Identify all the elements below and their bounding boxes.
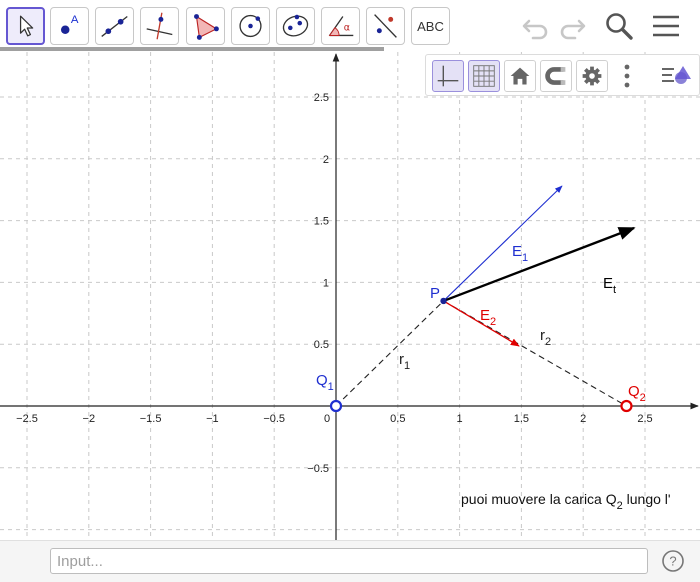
x-tick-label: 2 <box>580 413 586 425</box>
move-tool[interactable] <box>6 7 45 45</box>
segment-r1 <box>335 300 444 407</box>
more-icon[interactable] <box>620 60 634 92</box>
label-q1-main: Q <box>316 372 328 389</box>
note-tail: lungo l' <box>623 491 671 507</box>
label-q1: Q1 <box>316 372 334 393</box>
magnet-icon <box>545 67 566 85</box>
toggle-grid-button[interactable] <box>468 60 500 92</box>
y-tick-label: 2.5 <box>314 92 329 104</box>
style-bar <box>425 54 700 96</box>
help-icon[interactable]: ? <box>661 549 685 573</box>
toolbar: A <box>0 0 700 52</box>
label-e1-subscript: 1 <box>522 252 528 264</box>
home-icon <box>510 67 530 85</box>
gear-icon <box>582 66 602 86</box>
undo-icon[interactable] <box>520 10 552 42</box>
menu-icon[interactable] <box>650 10 682 42</box>
label-r2-main: r <box>540 327 545 344</box>
x-tick-label: 1.5 <box>514 413 529 425</box>
label-r1-main: r <box>399 351 404 368</box>
label-q2-main: Q <box>628 383 640 400</box>
label-r2-subscript: 2 <box>545 336 551 348</box>
circle-tool[interactable] <box>231 7 270 45</box>
cursor-icon <box>19 15 34 37</box>
label-r1: r1 <box>399 351 410 372</box>
label-e1-main: E <box>512 243 522 260</box>
label-et-main: E <box>603 275 613 292</box>
label-e2-subscript: 2 <box>490 316 496 328</box>
point-q1 <box>329 399 343 413</box>
vector-e2 <box>443 300 520 347</box>
label-p: P <box>430 285 440 302</box>
vector-e1 <box>443 185 563 302</box>
line-tool[interactable] <box>95 7 134 45</box>
y-tick-label: −0.5 <box>307 463 329 475</box>
x-tick-label: −0.5 <box>263 413 285 425</box>
note-subscript: 2 <box>617 500 623 512</box>
x-tick-label: 2.5 <box>637 413 652 425</box>
perpendicular-icon <box>146 12 173 40</box>
note-text: puoi muovere la carica Q2 lungo l' <box>461 491 671 512</box>
angle-tool-text: α <box>344 23 350 34</box>
axes-icon <box>437 65 459 87</box>
label-p-main: P <box>430 285 440 302</box>
vector-et <box>443 226 636 303</box>
ellipse-icon <box>282 14 309 37</box>
ellipse-tool[interactable] <box>276 7 315 45</box>
x-tick-label: −2 <box>83 413 96 425</box>
label-e1: E1 <box>512 243 528 264</box>
reflect-icon <box>374 14 397 38</box>
x-tick-label: −2.5 <box>16 413 38 425</box>
x-tick-label: 1 <box>457 413 463 425</box>
y-tick-label: 1.5 <box>314 216 329 228</box>
line-icon <box>101 16 128 37</box>
point-tool-text: A <box>71 14 79 26</box>
settings-button[interactable] <box>576 60 608 92</box>
label-r1-subscript: 1 <box>404 360 410 372</box>
input-bar: ? <box>0 540 700 582</box>
label-q2: Q2 <box>628 383 646 404</box>
y-tick-label: 2 <box>323 154 329 166</box>
polygon-tool[interactable] <box>186 7 225 45</box>
perpendicular-line-tool[interactable] <box>140 7 179 45</box>
text-tool-label: ABC <box>417 19 444 34</box>
x-tick-label: −1.5 <box>140 413 162 425</box>
y-tick-label: 0.5 <box>314 339 329 351</box>
grid-icon <box>473 65 495 87</box>
polygon-icon <box>194 14 219 40</box>
standard-view-button[interactable] <box>504 60 536 92</box>
toggle-axes-button[interactable] <box>432 60 464 92</box>
label-et-subscript: t <box>613 284 616 296</box>
style-bar-toggle-icon[interactable] <box>658 60 694 92</box>
toolbar-scroll-indicator <box>0 47 384 51</box>
circle-icon <box>239 14 262 38</box>
x-tick-label: 0 <box>324 413 330 425</box>
angle-tool[interactable]: α <box>321 7 360 45</box>
point-q2 <box>620 399 633 413</box>
label-q1-subscript: 1 <box>328 381 334 393</box>
note-main: puoi muovere la carica Q <box>461 491 617 507</box>
search-icon[interactable] <box>603 10 635 42</box>
label-q2-subscript: 2 <box>640 392 646 404</box>
reflect-tool[interactable] <box>366 7 405 45</box>
label-e2-main: E <box>480 307 490 324</box>
label-et: Et <box>603 275 616 296</box>
x-tick-label: 0.5 <box>390 413 405 425</box>
graphics-view[interactable]: −2.5 −2 −1.5 −1 −0.5 0 0.5 1 1.5 2 2.5 2.5 2 1.5 1 0.5 −… <box>0 52 700 540</box>
text-tool[interactable]: ABC <box>411 7 450 45</box>
angle-icon: α <box>328 16 354 37</box>
x-tick-label: −1 <box>206 413 219 425</box>
point-p <box>440 297 447 305</box>
label-r2: r2 <box>540 327 551 348</box>
label-e2: E2 <box>480 307 496 328</box>
redo-icon[interactable] <box>556 10 588 42</box>
point-capturing-button[interactable] <box>540 60 572 92</box>
coordinate-plane[interactable]: −2.5 −2 −1.5 −1 −0.5 0 0.5 1 1.5 2 2.5 2.5 2 1.5 1 0.5 −… <box>0 52 700 540</box>
point-icon: A <box>60 14 79 35</box>
point-tool[interactable]: A <box>50 7 89 45</box>
help-label: ? <box>669 554 676 569</box>
y-tick-label: 1 <box>323 277 329 289</box>
algebra-input[interactable] <box>50 548 648 574</box>
